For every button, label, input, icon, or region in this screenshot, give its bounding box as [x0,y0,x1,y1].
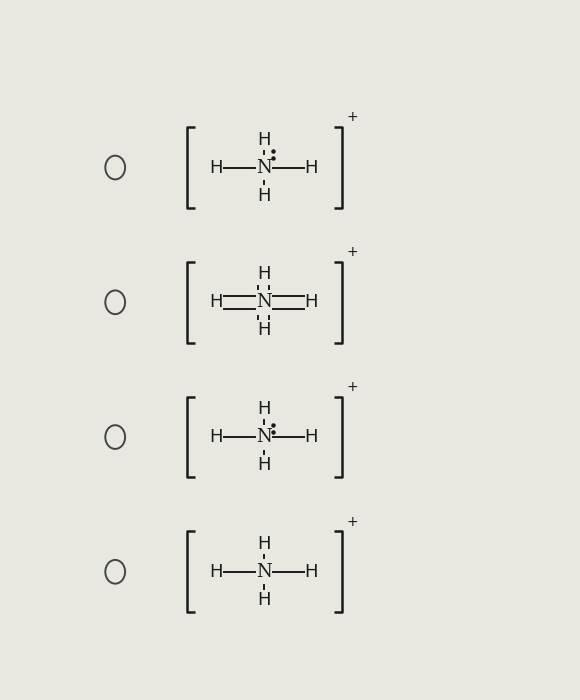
Text: H: H [304,293,317,312]
Text: N: N [256,293,271,312]
Text: H: H [257,187,270,204]
Text: H: H [304,563,317,581]
Text: H: H [304,158,317,176]
Text: H: H [209,293,223,312]
Text: H: H [209,158,223,176]
Text: H: H [257,265,270,284]
Text: H: H [257,591,270,609]
Text: H: H [304,428,317,446]
Text: H: H [257,456,270,474]
Text: +: + [346,245,358,259]
Text: N: N [256,158,271,176]
Text: H: H [257,400,270,418]
Text: +: + [346,380,358,394]
Text: H: H [257,130,270,148]
Text: H: H [209,563,223,581]
Text: N: N [256,563,271,581]
Text: N: N [256,428,271,446]
Text: H: H [257,535,270,553]
Text: +: + [346,111,358,125]
Text: H: H [209,428,223,446]
Text: +: + [346,514,358,528]
Text: H: H [257,321,270,340]
